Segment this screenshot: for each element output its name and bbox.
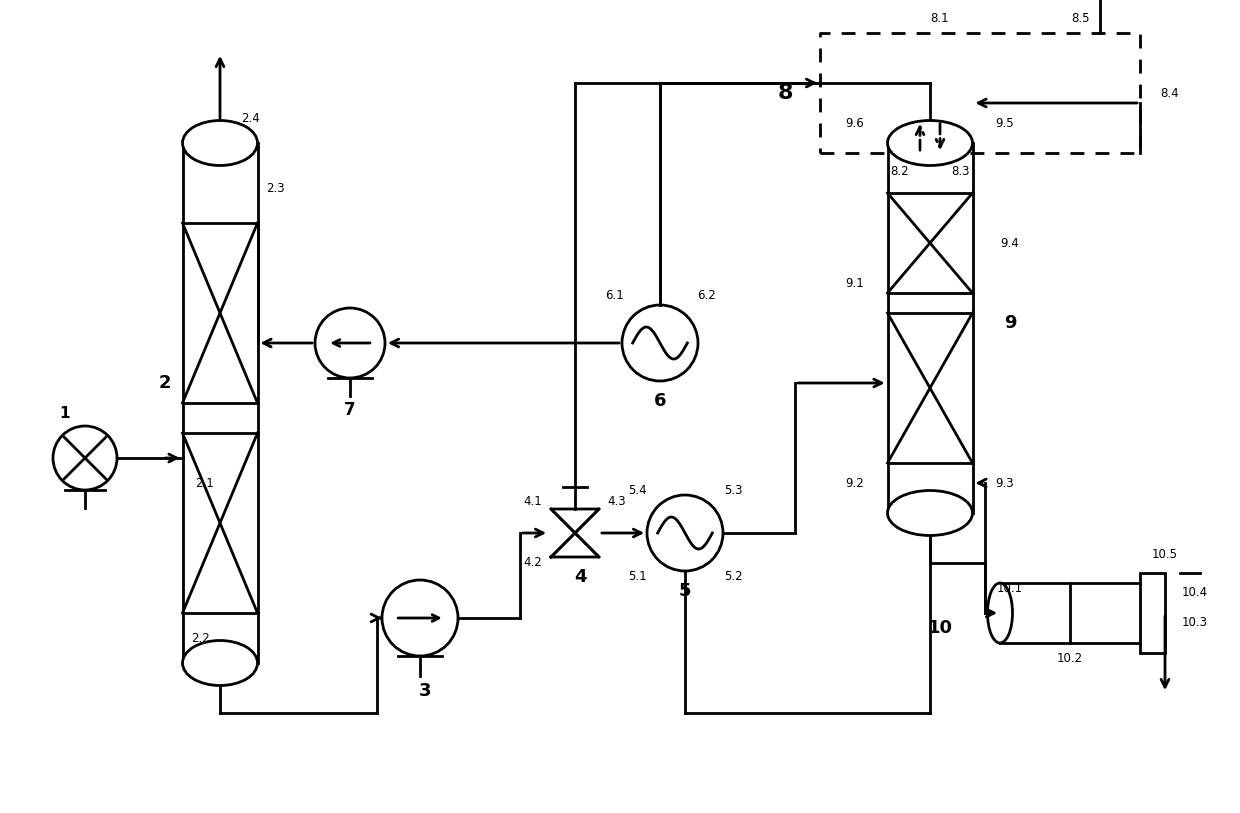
Text: 10: 10 bbox=[928, 619, 952, 637]
Text: 5: 5 bbox=[678, 582, 691, 600]
Text: 9: 9 bbox=[1003, 314, 1017, 332]
Text: 8.2: 8.2 bbox=[890, 164, 909, 177]
Text: 10.5: 10.5 bbox=[1152, 549, 1178, 562]
Text: 5.3: 5.3 bbox=[724, 484, 743, 497]
Text: 8.4: 8.4 bbox=[1161, 86, 1179, 99]
Text: 2: 2 bbox=[159, 374, 171, 392]
Text: 9.1: 9.1 bbox=[846, 276, 864, 289]
Text: 4.1: 4.1 bbox=[523, 494, 542, 507]
Text: 9.6: 9.6 bbox=[846, 116, 864, 129]
Text: 10.4: 10.4 bbox=[1182, 586, 1208, 599]
Ellipse shape bbox=[888, 120, 972, 166]
Text: 7: 7 bbox=[345, 401, 356, 419]
Text: 8: 8 bbox=[777, 83, 792, 103]
Text: 9.3: 9.3 bbox=[996, 476, 1014, 489]
Text: 10.2: 10.2 bbox=[1056, 651, 1083, 664]
Text: 5.2: 5.2 bbox=[724, 569, 743, 582]
Text: 6.1: 6.1 bbox=[605, 289, 624, 302]
Text: 10.1: 10.1 bbox=[997, 581, 1023, 594]
Text: 8.5: 8.5 bbox=[1071, 11, 1089, 24]
Text: 3: 3 bbox=[419, 682, 432, 700]
Text: 9.2: 9.2 bbox=[846, 476, 864, 489]
Text: 4.3: 4.3 bbox=[608, 494, 626, 507]
Text: 5.1: 5.1 bbox=[627, 569, 646, 582]
Ellipse shape bbox=[987, 583, 1013, 643]
Text: 2.4: 2.4 bbox=[241, 111, 259, 124]
Text: 2.3: 2.3 bbox=[265, 181, 284, 194]
Text: 9.4: 9.4 bbox=[1001, 237, 1019, 250]
Text: 2.1: 2.1 bbox=[196, 476, 215, 489]
Bar bbox=[1140, 573, 1166, 653]
Text: 2.2: 2.2 bbox=[191, 632, 210, 645]
Text: 6.2: 6.2 bbox=[697, 289, 715, 302]
Text: 10.3: 10.3 bbox=[1182, 616, 1208, 629]
Text: 9.5: 9.5 bbox=[996, 116, 1014, 129]
Ellipse shape bbox=[888, 490, 972, 536]
Text: 5.4: 5.4 bbox=[627, 484, 646, 497]
Text: 8.1: 8.1 bbox=[931, 11, 950, 24]
Text: 4.2: 4.2 bbox=[523, 555, 542, 568]
Text: 1: 1 bbox=[60, 406, 71, 421]
Text: 6: 6 bbox=[653, 392, 666, 410]
Ellipse shape bbox=[182, 120, 258, 166]
Text: 8.3: 8.3 bbox=[951, 164, 970, 177]
Text: 4: 4 bbox=[574, 568, 587, 586]
Ellipse shape bbox=[182, 641, 258, 685]
